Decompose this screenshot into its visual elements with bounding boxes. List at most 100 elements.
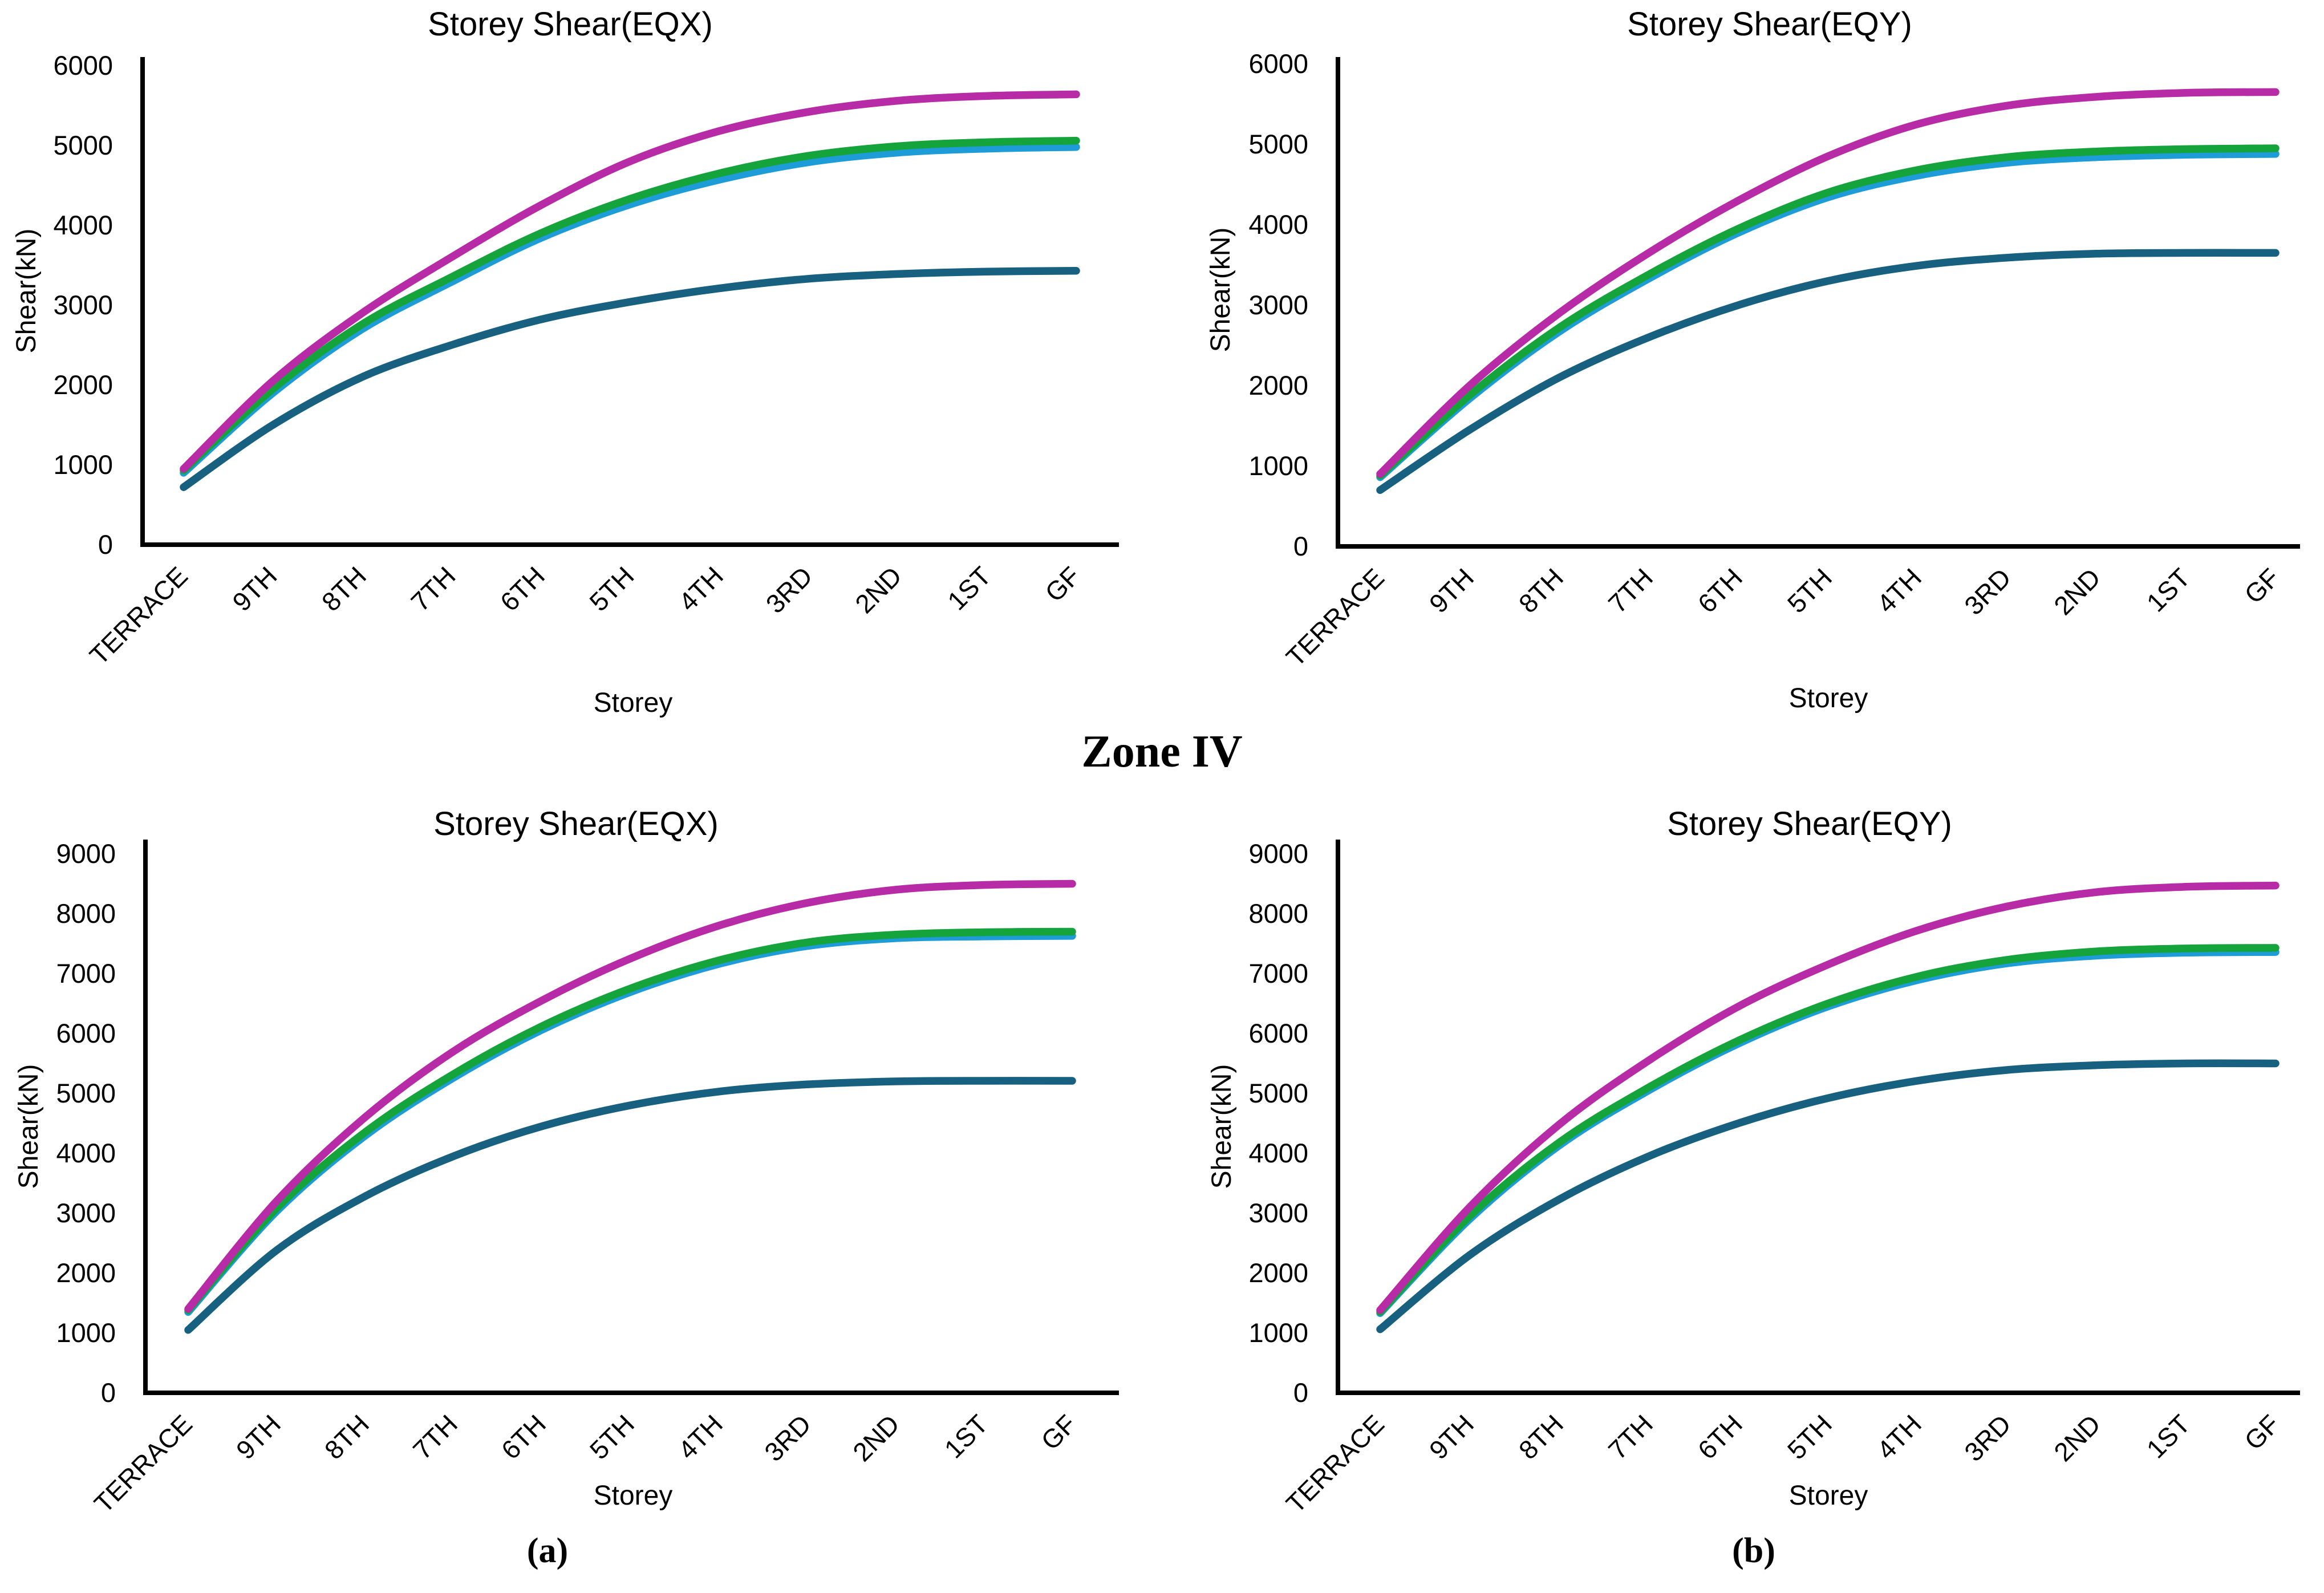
x-axis-title: Storey [594,1481,673,1511]
series-teal-line [180,267,1080,491]
chart-storey-shear-eqy-bottom-svg: Storey Shear(EQY) 0 1000 2000 3000 4000 5000 60… [1207,805,2300,1519]
x-category-label: 2ND [847,1409,905,1467]
y-tick-label: 4000 [1248,209,1308,240]
x-category-label: GF [1039,561,1086,607]
x-category-label: 7TH [407,1409,463,1465]
y-tick-label: 5000 [56,1078,116,1108]
x-category-label: 8TH [1513,1409,1569,1465]
x-category-label: 3RD [1958,1409,2017,1467]
x-category-label: 6TH [1692,562,1748,618]
x-category-label: 2ND [2048,562,2106,621]
y-tick-label: 1000 [1248,451,1308,481]
y-tick-label: 3000 [1248,1198,1308,1228]
x-category-label: 5TH [1782,1409,1838,1465]
y-tick-label: 2000 [1248,370,1308,400]
y-tick-label: 6000 [1248,1018,1308,1048]
y-tick-label: 1000 [1248,1318,1308,1348]
y-tick-label: 1000 [56,1318,116,1348]
y-tick-label: 4000 [1248,1138,1308,1168]
y-tick-label: 6000 [53,50,113,80]
x-category-label: 4TH [1871,1409,1927,1465]
x-category-label: TERRACE [84,561,193,670]
chart-title: Storey Shear(EQY) [1627,6,1912,43]
y-tick-label: 7000 [56,958,116,988]
caption-a: (a) [526,1531,569,1570]
chart-title: Storey Shear(EQY) [1667,805,1952,842]
y-axis-title: Shear(kN) [1207,1064,1237,1189]
y-tick-label: 7000 [1248,958,1308,988]
x-category-label: 9TH [1423,1409,1479,1465]
chart-storey-shear-eqy-top: Storey Shear(EQY) 0 1000 2000 3000 4000 5000 60… [1162,0,2324,764]
x-category-label: 7TH [405,561,461,617]
series-magenta-line [180,90,1080,473]
x-category-label: TERRACE [1280,1409,1390,1518]
x-category-label: 1ST [939,1409,993,1464]
x-category-label: 7TH [1603,562,1658,618]
y-tick-label: 0 [101,1377,116,1408]
x-category-label: 5TH [1782,562,1838,618]
y-tick-label: 0 [98,529,113,560]
chart-storey-shear-eqy-bottom: Storey Shear(EQY) 0 1000 2000 3000 4000 5000 60… [1162,793,2324,1534]
series-green-line [184,927,1076,1314]
y-tick-label: 5000 [1248,129,1308,159]
x-category-label: 6TH [496,1409,551,1465]
x-category-label: 1ST [942,561,996,615]
y-tick-label: 6000 [1248,48,1308,79]
y-axis-title: Shear(kN) [14,1064,44,1189]
x-category-label: GF [1035,1409,1082,1456]
series-magenta-line [1376,88,2280,478]
y-tick-label: 3000 [53,290,113,320]
chart-storey-shear-eqx-top: Storey Shear(EQX) 0 1000 2000 3000 4000 5000 60… [0,0,1162,764]
x-category-label: 4TH [672,1409,728,1465]
x-category-label: 5TH [584,1409,640,1465]
series-teal-line [1376,1059,2280,1333]
y-tick-label: 4000 [56,1138,116,1168]
x-category-label: 8TH [1513,562,1569,618]
series-cyan-line [1376,150,2280,481]
series-green-line [1376,144,2280,480]
x-category-label: 2ND [2048,1409,2106,1467]
y-tick-label: 9000 [56,838,116,869]
y-axis-title: Shear(kN) [1206,228,1236,352]
series-teal-line [1376,249,2280,494]
chart-storey-shear-eqx-bottom-svg: Storey Shear(EQX) 0 1000 2000 3000 4000 5000 60… [14,805,1119,1519]
chart-title: Storey Shear(EQX) [428,6,713,43]
series-green-line [180,136,1080,475]
y-tick-label: 5000 [1248,1078,1308,1108]
x-category-label: 1ST [2141,562,2196,617]
chart-storey-shear-eqx-bottom: Storey Shear(EQX) 0 1000 2000 3000 4000 5000 60… [0,793,1162,1534]
x-category-label: GF [2238,1409,2285,1456]
x-category-label: TERRACE [88,1409,198,1518]
series-magenta-line [184,879,1076,1313]
x-category-label: 9TH [230,1409,286,1465]
series-magenta-line [1376,881,2280,1314]
zone-label: Zone IV [1081,727,1243,777]
x-category-label: 2ND [849,561,907,619]
x-category-label: 5TH [583,561,639,617]
y-tick-label: 6000 [56,1018,116,1048]
y-tick-label: 2000 [56,1258,116,1288]
x-category-label: TERRACE [1280,562,1390,672]
y-tick-label: 5000 [53,130,113,160]
series-green-line [1376,944,2280,1316]
x-category-label: 6TH [1692,1409,1748,1465]
caption-b: (b) [1732,1531,1775,1570]
chart-title: Storey Shear(EQX) [433,805,719,842]
x-category-label: 9TH [1423,562,1479,618]
x-category-label: 6TH [494,561,550,617]
x-category-label: 8TH [319,1409,375,1465]
x-category-label: 3RD [1958,562,2017,621]
x-category-label: 7TH [1603,1409,1658,1465]
x-axis-title: Storey [594,688,673,718]
x-category-label: 1ST [2141,1409,2196,1464]
y-tick-label: 0 [1293,531,1308,561]
y-tick-label: 0 [1293,1377,1308,1408]
x-axis-title: Storey [1789,1481,1868,1511]
y-tick-label: 1000 [53,449,113,480]
y-tick-label: 3000 [56,1198,116,1228]
x-category-label: 3RD [760,561,818,619]
y-tick-label: 3000 [1248,290,1308,320]
series-teal-line [184,1077,1076,1334]
y-tick-label: 2000 [53,370,113,400]
